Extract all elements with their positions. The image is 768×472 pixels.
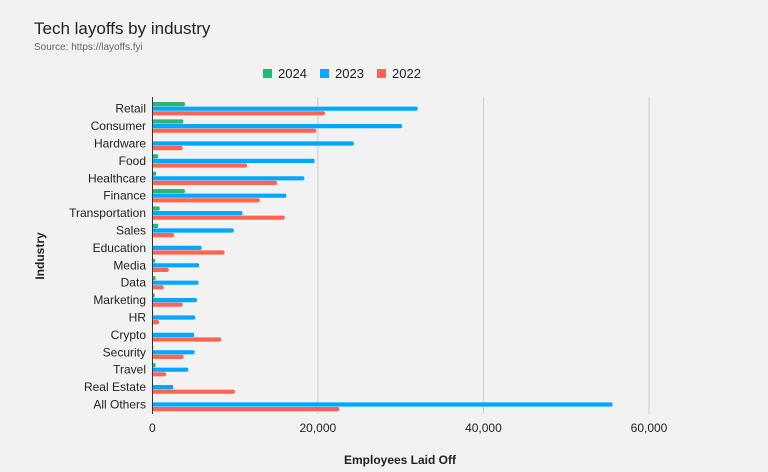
bar-2022-all-others [152, 407, 340, 412]
bars [152, 102, 613, 412]
bar-2022-hardware [152, 146, 183, 151]
y-axis-label: Industry [33, 232, 47, 280]
category-label: Crypto [111, 328, 147, 342]
bar-2024-data [152, 276, 156, 281]
bar-2022-sales [152, 233, 174, 238]
legend: 2024 2023 2022 [263, 66, 421, 81]
legend-label: 2022 [392, 66, 421, 81]
legend-swatch-2024 [263, 69, 272, 78]
category-label: All Others [93, 398, 146, 412]
bar-2023-crypto [152, 332, 195, 337]
bar-2024-consumer [152, 119, 184, 124]
bar-2022-food [152, 163, 248, 168]
bar-2023-healthcare [152, 176, 305, 181]
bar-2023-transportation [152, 211, 243, 216]
x-tick-label: 20,000 [300, 421, 337, 435]
category-labels: Retail Consumer Hardware Food Healthcare Fina… [69, 102, 146, 412]
category-label: Consumer [91, 119, 146, 133]
category-label: Retail [115, 102, 146, 116]
category-label: Sales [116, 224, 146, 238]
bar-2022-education [152, 250, 225, 255]
bar-2023-education [152, 245, 202, 250]
bar-2022-security [152, 354, 184, 359]
category-label: Data [121, 276, 147, 290]
bar-2024-media [152, 258, 156, 263]
bar-2024-food [152, 154, 159, 159]
bar-2023-data [152, 280, 199, 285]
bar-2023-consumer [152, 124, 403, 129]
category-label: Finance [103, 189, 146, 203]
bar-2022-finance [152, 198, 260, 203]
category-label: Healthcare [88, 171, 146, 185]
bar-2023-retail [152, 106, 418, 111]
category-label: Education [93, 241, 146, 255]
bar-2023-hr [152, 315, 196, 320]
category-label: Security [103, 345, 146, 359]
bar-2024-travel [152, 363, 156, 368]
bar-2023-food [152, 158, 315, 163]
x-tick-labels: 0 20,000 40,000 60,000 [149, 421, 668, 435]
legend-label: 2024 [278, 66, 307, 81]
legend-swatch-2022 [377, 69, 386, 78]
bar-2023-travel [152, 367, 189, 372]
bar-2022-marketing [152, 302, 183, 307]
bar-2024-healthcare [152, 171, 157, 176]
category-label: Media [113, 258, 146, 272]
category-label: Marketing [93, 293, 146, 307]
legend-label: 2023 [335, 66, 364, 81]
bar-2023-finance [152, 193, 287, 198]
bar-2022-real-estate [152, 389, 235, 394]
bar-2023-media [152, 263, 200, 268]
bar-2023-real-estate [152, 385, 174, 390]
category-label: Food [119, 154, 146, 168]
category-label: HR [129, 311, 147, 325]
bar-2022-healthcare [152, 180, 277, 185]
bar-2022-consumer [152, 128, 317, 133]
chart-title: Tech layoffs by industry [34, 19, 211, 38]
bar-2023-security [152, 350, 195, 355]
bar-2022-retail [152, 111, 325, 116]
bar-2022-hr [152, 320, 160, 325]
bar-2024-finance [152, 189, 185, 194]
category-label: Travel [113, 363, 146, 377]
gridlines [317, 97, 650, 414]
category-label: Transportation [69, 206, 146, 220]
bar-2023-hardware [152, 141, 354, 146]
x-tick-label: 40,000 [465, 421, 502, 435]
x-axis-label: Employees Laid Off [344, 453, 457, 467]
bar-2022-travel [152, 372, 166, 377]
x-tick-label: 60,000 [631, 421, 668, 435]
bar-2024-sales [152, 223, 159, 228]
bar-2023-sales [152, 228, 234, 233]
bar-2023-all-others [152, 402, 613, 407]
category-label: Hardware [94, 137, 146, 151]
chart-subtitle: Source: https://layoffs.fyi [34, 42, 143, 53]
x-tick-label: 0 [149, 421, 156, 435]
legend-swatch-2023 [320, 69, 329, 78]
bar-2022-transportation [152, 215, 285, 220]
bar-2024-transportation [152, 206, 160, 211]
bar-2022-crypto [152, 337, 222, 342]
bar-2024-retail [152, 102, 185, 107]
category-label: Real Estate [84, 380, 146, 394]
bar-2022-media [152, 267, 169, 272]
bar-2023-marketing [152, 298, 197, 303]
bar-2022-data [152, 285, 164, 290]
